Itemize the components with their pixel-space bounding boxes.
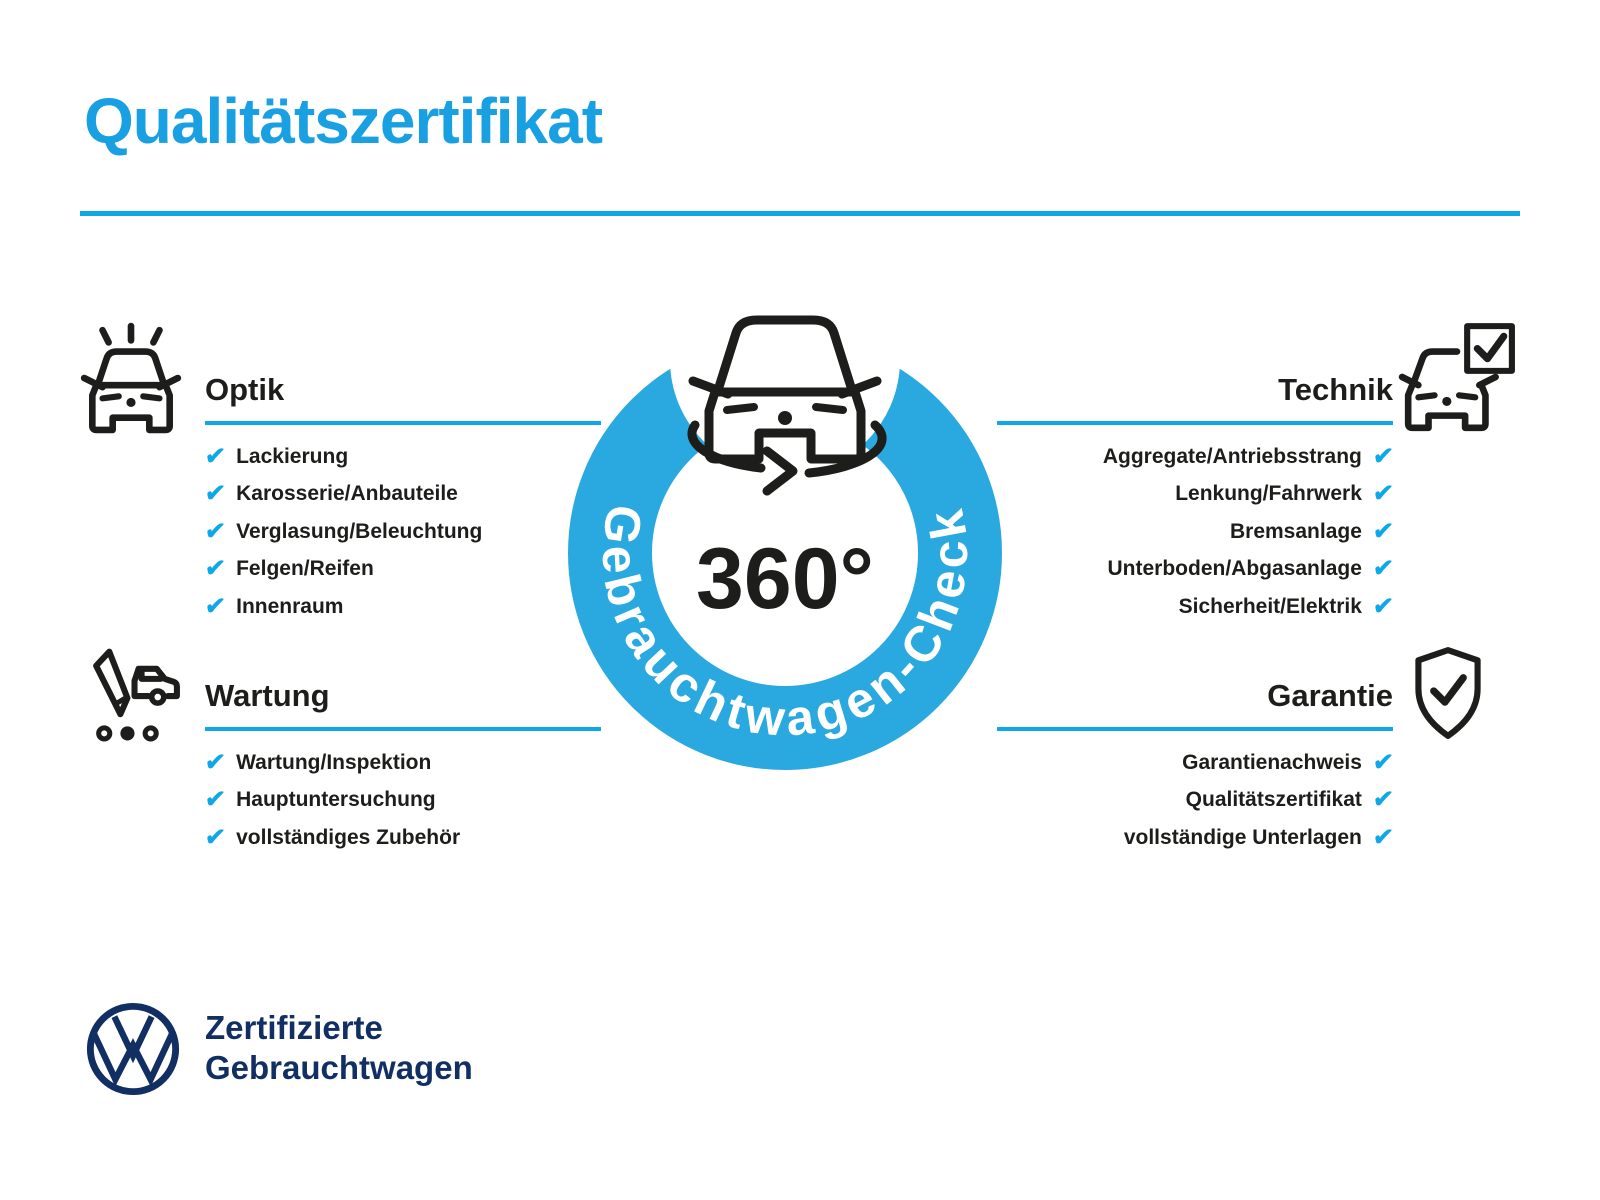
check-icon: ✔ xyxy=(203,517,227,545)
checklist-technik: Aggregate/Antriebsstrang ✔ Lenkung/Fahrwe… xyxy=(997,438,1395,626)
list-item: Aggregate/Antriebsstrang ✔ xyxy=(1102,442,1395,470)
list-item: Garantienachweis ✔ xyxy=(1182,748,1395,776)
check-icon: ✔ xyxy=(1371,442,1395,470)
list-item: ✔ Lackierung xyxy=(203,442,349,470)
badge-degrees: 360° xyxy=(696,531,874,627)
check-icon: ✔ xyxy=(1371,823,1395,851)
list-item: vollständige Unterlagen ✔ xyxy=(1123,823,1395,851)
section-wartung: Wartung ✔ Wartung/Inspektion ✔ Hauptunters… xyxy=(203,678,601,857)
list-item: ✔ Felgen/Reifen xyxy=(203,555,374,583)
check-icon: ✔ xyxy=(1371,517,1395,545)
list-item: Lenkung/Fahrwerk ✔ xyxy=(1175,480,1395,508)
list-item: Sicherheit/Elektrik ✔ xyxy=(1178,592,1395,620)
brand-name: Zertifizierte Gebrauchtwagen xyxy=(205,1008,473,1088)
check-icon: ✔ xyxy=(1371,480,1395,508)
car-front-checkbox-icon xyxy=(1398,318,1518,443)
list-item: Unterboden/Abgasanlage ✔ xyxy=(1107,555,1395,583)
vw-roundel-icon xyxy=(84,1000,182,1103)
brand-line-1: Zertifizierte xyxy=(205,1009,383,1046)
section-title-wartung: Wartung xyxy=(205,678,330,713)
pencil-vehicle-dots-icon xyxy=(80,636,186,751)
car-front-shine-icon xyxy=(76,320,186,439)
list-item: ✔ Verglasung/Beleuchtung xyxy=(203,517,483,545)
brand-line-2: Gebrauchtwagen xyxy=(205,1049,473,1086)
check-icon: ✔ xyxy=(203,442,227,470)
check-icon: ✔ xyxy=(203,480,227,508)
section-optik: Optik ✔ Lackierung ✔ Karosserie/Anbauteile… xyxy=(203,372,601,626)
check-icon: ✔ xyxy=(203,592,227,620)
list-item: ✔ Karosserie/Anbauteile xyxy=(203,480,458,508)
check-icon: ✔ xyxy=(203,823,227,851)
list-item: ✔ Innenraum xyxy=(203,592,344,620)
check-icon: ✔ xyxy=(203,555,227,583)
checklist-optik: ✔ Lackierung ✔ Karosserie/Anbauteile ✔ Verg… xyxy=(203,438,601,626)
check-icon: ✔ xyxy=(203,786,227,814)
check-icon: ✔ xyxy=(1371,555,1395,583)
check-icon: ✔ xyxy=(1371,786,1395,814)
section-technik: Technik Aggregate/Antriebsstrang ✔ Lenkun… xyxy=(997,372,1395,626)
section-rule xyxy=(205,421,601,425)
page-title: Qualitätszertifikat xyxy=(84,85,603,157)
section-title-optik: Optik xyxy=(205,372,285,407)
section-rule xyxy=(997,727,1393,731)
title-divider xyxy=(80,211,1520,216)
list-item: Qualitätszertifikat ✔ xyxy=(1185,786,1395,814)
shield-check-icon xyxy=(1408,644,1488,749)
section-title-garantie: Garantie xyxy=(1267,678,1393,713)
check-icon: ✔ xyxy=(1371,592,1395,620)
section-rule xyxy=(997,421,1393,425)
list-item: ✔ vollständiges Zubehör xyxy=(203,823,461,851)
section-title-technik: Technik xyxy=(1278,372,1393,407)
checklist-wartung: ✔ Wartung/Inspektion ✔ Hauptuntersuchung ✔… xyxy=(203,744,601,857)
section-rule xyxy=(205,727,601,731)
checklist-garantie: Garantienachweis ✔ Qualitätszertifikat ✔ v… xyxy=(997,744,1395,857)
check-icon: ✔ xyxy=(1371,748,1395,776)
list-item: ✔ Hauptuntersuchung xyxy=(203,786,436,814)
car-rotation-360-icon xyxy=(687,315,887,496)
badge-360-check: 360° Gebrauchtwagen-Check xyxy=(555,245,1015,785)
list-item: Bremsanlage ✔ xyxy=(1229,517,1395,545)
section-garantie: Garantie Garantienachweis ✔ Qualitätszert… xyxy=(997,678,1395,857)
check-icon: ✔ xyxy=(203,748,227,776)
list-item: ✔ Wartung/Inspektion xyxy=(203,748,432,776)
